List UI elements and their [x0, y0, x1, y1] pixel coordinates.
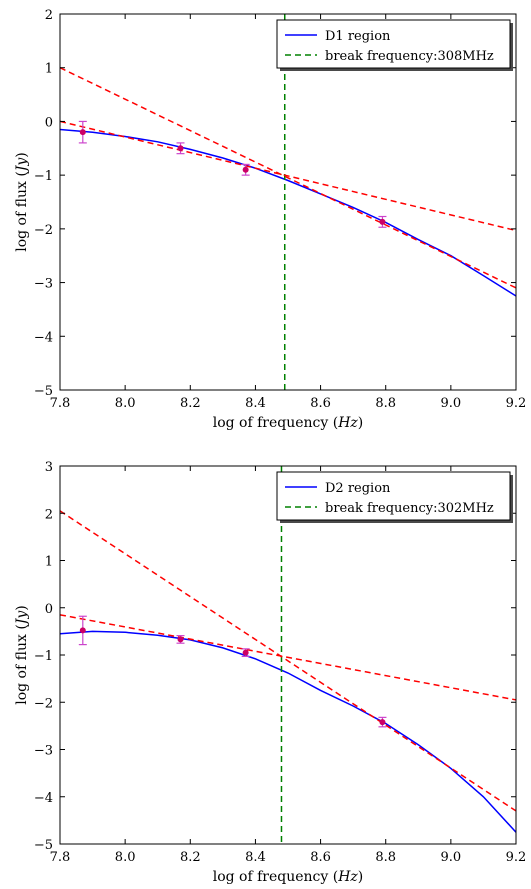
- data-point: [379, 719, 386, 726]
- y-tick-label: 2: [45, 8, 53, 23]
- x-tick-label: 9.2: [506, 396, 527, 411]
- x-tick-label: 9.2: [506, 850, 527, 865]
- power-law-fit-dashed-line: [60, 120, 516, 232]
- y-tick-label: −4: [34, 791, 53, 806]
- legend: D1 region break frequency:308MHz: [276, 19, 513, 71]
- chart-panel-2: 7.8 8.0 8.2 8.4 8.6 8.8 9.0 9.2 3 2 1 0 −1 −2 −3 −4 −5 lo…: [14, 460, 526, 885]
- power-law-fit-dashed-line: [60, 510, 516, 812]
- data-point: [79, 627, 86, 634]
- x-tick-label: 8.0: [115, 850, 136, 865]
- y-tick-label: 1: [45, 555, 53, 570]
- x-tick-label: 7.8: [50, 850, 71, 865]
- legend-entry-label: D2 region: [325, 481, 391, 496]
- y-tick-label: 0: [45, 115, 53, 130]
- x-tick-label: 8.2: [180, 396, 201, 411]
- y-tick-label: 0: [45, 602, 53, 617]
- plot-area: [60, 466, 516, 844]
- legend-entry-label: break frequency:302MHz: [325, 501, 494, 516]
- y-axis-label: log of flux (Jy): [14, 152, 30, 252]
- x-axis-label: log of frequency (Hz): [213, 869, 364, 885]
- power-law-fit-dashed-line: [60, 67, 516, 289]
- x-tick-label: 8.6: [310, 396, 331, 411]
- legend-entry-label: D1 region: [325, 29, 391, 44]
- x-tick-label: 8.8: [375, 850, 396, 865]
- y-tick-label: −5: [34, 838, 53, 853]
- power-law-fit-dashed-line: [60, 614, 516, 701]
- data-point: [242, 166, 249, 173]
- x-tick-label: 9.0: [441, 396, 462, 411]
- legend-box: [276, 471, 511, 521]
- x-tick-label: 8.8: [375, 396, 396, 411]
- chart-panel-1: 7.8 8.0 8.2 8.4 8.6 8.8 9.0 9.2 2 1 0 −1 −2 −3 −4 −5 log…: [14, 8, 526, 431]
- data-point: [379, 218, 386, 225]
- x-tick-label: 9.0: [441, 850, 462, 865]
- x-tick-label: 8.0: [115, 396, 136, 411]
- axes-frame: [59, 13, 517, 391]
- y-tick-label: −5: [34, 384, 53, 399]
- legend: D2 region break frequency:302MHz: [276, 471, 513, 523]
- data-point: [79, 129, 86, 136]
- data-point: [242, 649, 249, 656]
- y-tick-label: −3: [34, 277, 53, 292]
- x-tick-label: 8.4: [245, 850, 266, 865]
- y-axis-label: log of flux (Jy): [14, 605, 30, 705]
- y-tick-label: −2: [34, 223, 53, 238]
- y-tick-label: 1: [45, 62, 53, 77]
- data-point: [177, 145, 184, 152]
- y-tick-label: 3: [45, 460, 53, 475]
- x-tick-label: 8.2: [180, 850, 201, 865]
- y-tick-label: −1: [34, 649, 53, 664]
- legend-entry-label: break frequency:308MHz: [325, 49, 494, 64]
- plot-area: [60, 14, 516, 390]
- x-tick-label: 7.8: [50, 396, 71, 411]
- y-tick-label: −3: [34, 744, 53, 759]
- x-axis-label: log of frequency (Hz): [213, 415, 364, 431]
- y-tick-label: −1: [34, 169, 53, 184]
- y-tick-label: 2: [45, 507, 53, 522]
- legend-box: [276, 19, 511, 69]
- data-point: [177, 636, 184, 643]
- x-tick-label: 8.6: [310, 850, 331, 865]
- x-tick-label: 8.4: [245, 396, 266, 411]
- fit-curve-line: [60, 128, 516, 297]
- y-tick-label: −2: [34, 696, 53, 711]
- y-tick-label: −4: [34, 330, 53, 345]
